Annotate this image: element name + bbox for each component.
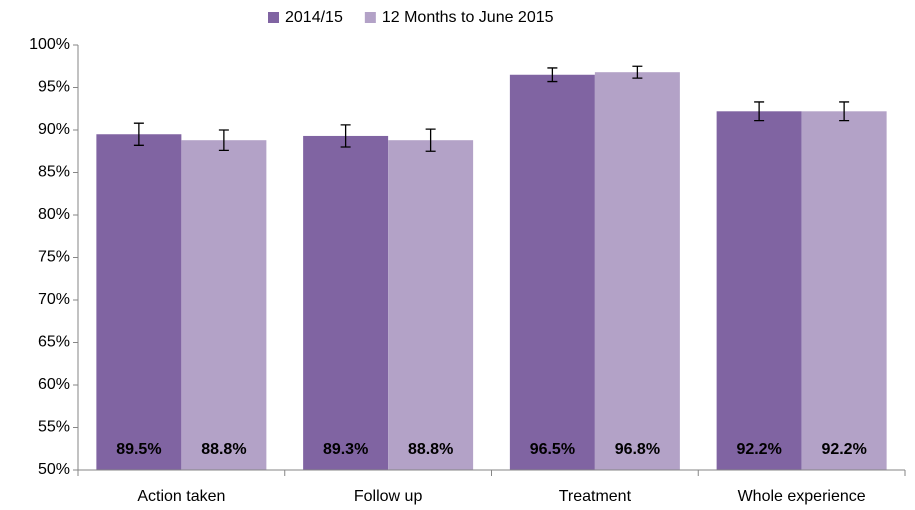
bar bbox=[509, 74, 595, 470]
value-label: 88.8% bbox=[201, 441, 246, 458]
legend-label: 2014/15 bbox=[285, 9, 343, 26]
bar bbox=[801, 111, 887, 471]
error-bar bbox=[340, 124, 351, 148]
y-tick-label: 100% bbox=[29, 36, 70, 53]
bar bbox=[594, 72, 680, 470]
x-tick-label: Follow up bbox=[354, 488, 423, 505]
legend-swatch bbox=[364, 12, 376, 23]
x-tick-label: Treatment bbox=[559, 488, 632, 505]
y-tick-label: 80% bbox=[38, 206, 70, 223]
error-bar bbox=[133, 122, 144, 146]
bar bbox=[716, 111, 802, 471]
y-tick-label: 85% bbox=[38, 164, 70, 181]
y-tick-label: 65% bbox=[38, 334, 70, 351]
legend-label: 12 Months to June 2015 bbox=[382, 9, 554, 26]
value-label: 88.8% bbox=[408, 441, 453, 458]
error-bar bbox=[425, 128, 436, 152]
y-tick-label: 95% bbox=[38, 79, 70, 96]
value-label: 92.2% bbox=[821, 441, 866, 458]
bar bbox=[303, 135, 389, 470]
error-bar bbox=[754, 101, 765, 122]
bar bbox=[181, 140, 267, 470]
error-bar bbox=[839, 101, 850, 122]
value-label: 89.5% bbox=[116, 441, 161, 458]
y-tick-label: 90% bbox=[38, 121, 70, 138]
error-bar bbox=[547, 67, 558, 83]
value-label: 89.3% bbox=[323, 441, 368, 458]
value-label: 96.8% bbox=[615, 441, 660, 458]
x-tick-label: Action taken bbox=[137, 488, 225, 505]
error-bar bbox=[632, 65, 643, 79]
y-tick-label: 50% bbox=[38, 461, 70, 478]
y-tick-label: 75% bbox=[38, 249, 70, 266]
bar bbox=[96, 134, 182, 470]
y-tick-label: 55% bbox=[38, 419, 70, 436]
value-label: 92.2% bbox=[736, 441, 781, 458]
y-tick-label: 70% bbox=[38, 291, 70, 308]
error-bar bbox=[218, 129, 229, 152]
y-tick-label: 60% bbox=[38, 376, 70, 393]
x-tick-label: Whole experience bbox=[738, 488, 866, 505]
legend-swatch bbox=[268, 12, 279, 23]
bar bbox=[388, 140, 474, 470]
value-label: 96.5% bbox=[530, 441, 575, 458]
